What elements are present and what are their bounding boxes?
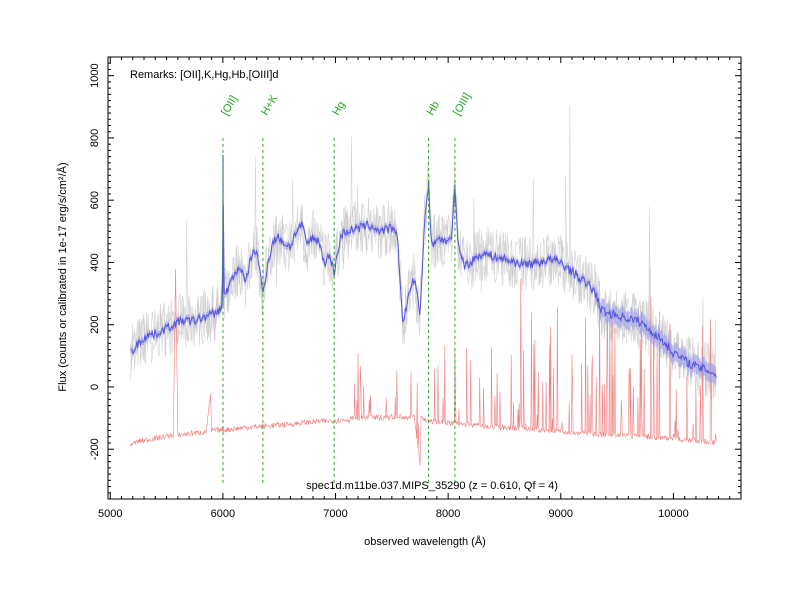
x-tick-label: 8000 [436, 508, 460, 520]
line-label: [OII] [219, 94, 240, 118]
line-label: Hb [425, 99, 442, 117]
line-label: Hg [330, 99, 347, 117]
sky-trace [130, 269, 717, 466]
x-tick-label: 7000 [323, 508, 347, 520]
y-tick-label: 800 [89, 129, 101, 147]
y-tick-label: 400 [89, 253, 101, 271]
spectral-line-markers: [OII] H+K Hg Hb [OIII] [219, 91, 473, 484]
x-axis-label: observed wavelength (Å) [364, 535, 486, 548]
y-tick-label: 200 [89, 316, 101, 334]
line-label: [OIII] [451, 91, 473, 118]
x-tick-label: 10000 [658, 508, 689, 520]
line-label: H+K [259, 92, 281, 117]
flux-error-band [130, 183, 717, 388]
x-tick-label: 9000 [549, 508, 573, 520]
axis-ticks: 5000 6000 7000 8000 9000 10000 -200 0 200 400 600 8… [89, 56, 742, 520]
x-tick-label: 6000 [211, 508, 235, 520]
flux-spectrum [130, 155, 717, 379]
spectrum-caption: spec1d.m11be.037.MIPS_35290 (z = 0.610, … [306, 480, 558, 492]
flux-line [130, 187, 717, 379]
axes-frame [107, 56, 742, 500]
remarks-text: Remarks: [OII],K,Hg,Hb,[OIII]d [130, 69, 279, 81]
y-tick-label: 1000 [89, 63, 101, 87]
y-axis-label: Flux (counts or calibrated in 1e-17 erg/… [56, 162, 69, 391]
error-band [130, 183, 717, 388]
y-tick-label: -200 [89, 438, 101, 460]
raw-trace [130, 156, 717, 400]
y-tick-label: 0 [89, 384, 101, 390]
sky-spectrum [130, 269, 717, 466]
plot-frame [107, 56, 742, 500]
y-tick-label: 600 [89, 191, 101, 209]
x-tick-label: 5000 [98, 508, 122, 520]
